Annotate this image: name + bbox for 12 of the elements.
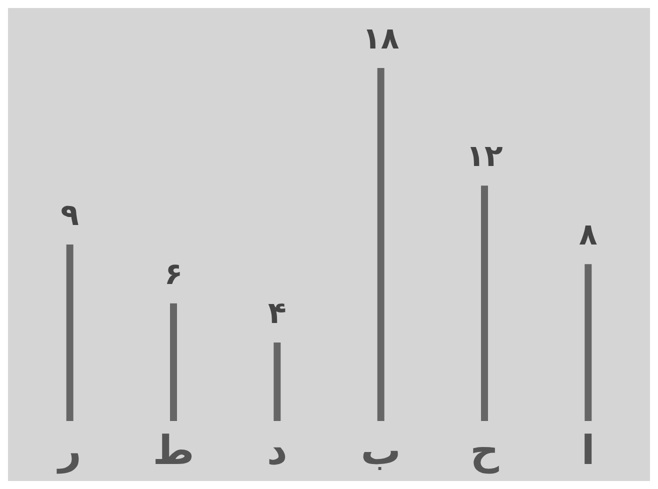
x-tick-label: ح xyxy=(470,428,500,474)
data-label: ۶ xyxy=(164,256,183,292)
data-label: ۱۸ xyxy=(362,22,400,56)
x-tick-label: د xyxy=(266,428,288,474)
data-label: ۸ xyxy=(579,218,598,253)
data-label: ۱۲ xyxy=(466,139,503,174)
data-label: ۹ xyxy=(60,198,79,233)
data-label: ۴ xyxy=(268,296,286,332)
x-tick-label: ط xyxy=(152,428,194,474)
x-tick-label: ر xyxy=(56,428,82,474)
x-tick-label: ا xyxy=(581,428,596,474)
x-tick-label: ب xyxy=(360,428,401,474)
